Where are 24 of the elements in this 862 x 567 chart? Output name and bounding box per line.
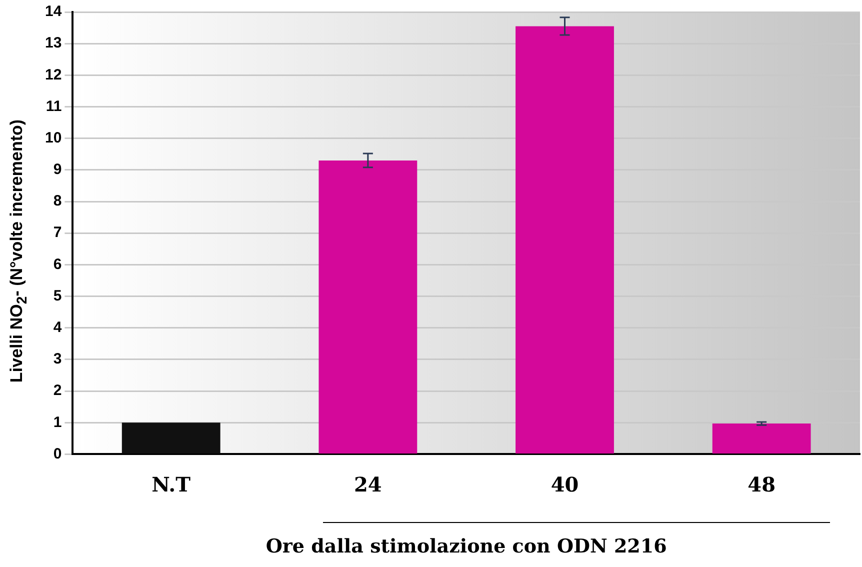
y-tick-label: 8 — [53, 192, 62, 210]
bar — [516, 26, 614, 454]
y-tick-label: 14 — [44, 3, 62, 20]
y-tick-label: 6 — [53, 256, 62, 273]
y-tick-label: 0 — [53, 445, 62, 462]
y-tick-label: 1 — [53, 414, 62, 431]
x-axis-title: Ore dalla stimolazione con ODN 2216 — [266, 536, 667, 558]
y-tick-label: 9 — [53, 161, 62, 178]
bar — [318, 160, 418, 454]
y-tick-label: 10 — [44, 129, 62, 146]
y-tick-label: 5 — [53, 287, 62, 304]
y-tick-label: 12 — [44, 66, 62, 84]
x-tick-label: 48 — [748, 472, 776, 496]
x-tick-label: 40 — [550, 472, 579, 496]
y-tick-label: 4 — [53, 319, 62, 336]
bar — [712, 424, 811, 454]
x-tick-label: 24 — [354, 472, 382, 496]
y-tick-label: 11 — [46, 98, 62, 115]
y-tick-label: 2 — [53, 382, 62, 400]
x-tick-label: N.T — [152, 472, 191, 496]
bar — [122, 422, 220, 454]
y-tick-label: 7 — [53, 224, 62, 242]
y-tick-label: 13 — [44, 34, 62, 52]
y-tick-label: 3 — [53, 350, 62, 368]
